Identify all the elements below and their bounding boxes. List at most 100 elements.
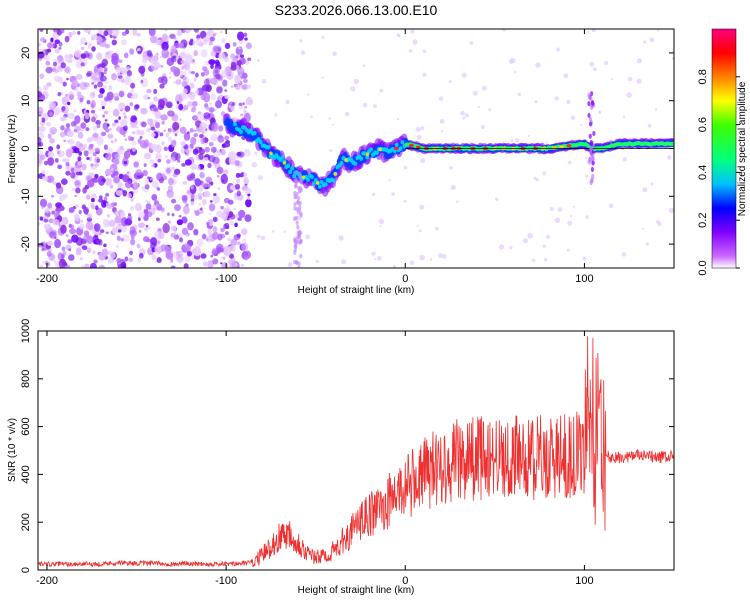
spectrogram-noise-blob [105, 128, 110, 133]
spectrogram-noise-blob [65, 234, 69, 238]
spectrogram-noise-blob [212, 226, 218, 233]
spectrogram-noise-blob [285, 99, 290, 105]
spectrogram-ridge-peak [333, 172, 337, 176]
spectrogram-streak [295, 207, 299, 212]
spectrogram-noise-blob [450, 184, 456, 191]
spectrogram-noise-blob [480, 125, 485, 129]
spectrogram-noise-blob [216, 210, 224, 218]
spectrogram-streak [589, 149, 593, 155]
spectrogram-noise-blob [535, 62, 541, 68]
spectrogram-noise-blob [68, 223, 72, 228]
spectrogram-noise-blob [176, 29, 183, 37]
spectrogram-noise-blob [68, 254, 75, 261]
spectrogram-noise-blob [178, 103, 184, 111]
spectrogram-noise-blob [509, 245, 513, 250]
spectrogram-noise-blob [527, 233, 533, 239]
spectrogram-ridge-mid [670, 141, 674, 147]
spectrogram-noise-blob [66, 77, 69, 81]
spectrogram-noise-blob [161, 141, 165, 146]
spectrogram-noise-blob [173, 168, 181, 175]
spectrogram-noise-blob [68, 94, 74, 101]
spectrogram-noise-blob [217, 96, 222, 101]
spectrogram-noise-blob [99, 87, 105, 94]
spectrogram-streak [592, 130, 596, 137]
spectrogram-noise-blob [96, 136, 104, 146]
spectrogram-noise-blob [123, 52, 129, 59]
spectrogram-noise-blob [202, 168, 206, 171]
spectrogram-noise-blob [70, 171, 76, 179]
spectrogram-noise-blob [622, 157, 627, 162]
spectrogram-noise-blob [373, 104, 377, 109]
spectrogram-noise-blob [167, 110, 175, 117]
spectrogram-noise-blob [130, 88, 135, 94]
spectrogram-noise-blob [247, 193, 251, 197]
spectrogram-noise-blob [51, 210, 56, 215]
spectrogram-noise-blob [143, 227, 149, 232]
spectrogram-noise-blob [123, 134, 126, 138]
spectrogram-noise-blob [131, 140, 137, 147]
spectrogram-noise-blob [243, 176, 249, 185]
spectrogram-noise-blob [54, 48, 60, 54]
spectrogram-noise-blob [362, 102, 368, 108]
spectrogram-noise-blob [226, 70, 234, 80]
spectrogram-noise-blob [93, 178, 99, 183]
spectrogram-noise-blob [67, 239, 73, 244]
spectrogram-noise-blob [175, 153, 181, 161]
spectrogram-noise-blob [172, 121, 180, 131]
spectrogram-noise-blob [109, 128, 112, 131]
spectrogram-noise-blob [86, 72, 92, 77]
spectrogram-noise-blob [147, 176, 150, 180]
spectrogram-noise-blob [554, 96, 559, 101]
spectrogram-streak [299, 211, 303, 216]
spectrogram-noise-blob [419, 254, 425, 261]
spectrogram-noise-blob [161, 33, 168, 41]
spectrogram-noise-blob [481, 85, 487, 91]
spectrogram-noise-blob [649, 37, 655, 43]
spectrogram-noise-blob [232, 42, 237, 47]
spectrogram-noise-blob [241, 242, 249, 252]
spectrogram-noise-blob [182, 205, 190, 215]
spectrogram-streak [587, 159, 591, 165]
spectrogram-noise-blob [85, 194, 91, 200]
spectrogram-noise-blob [234, 84, 241, 91]
spectrogram-noise-blob [207, 260, 214, 268]
spectrogram-noise-blob [213, 193, 217, 196]
spectrogram-streak [298, 189, 302, 194]
spectrogram-noise-blob [174, 204, 181, 211]
spectrogram-noise-blob [193, 133, 199, 138]
spectrogram-noise-blob [87, 179, 95, 188]
spectrogram-noise-blob [209, 223, 213, 227]
spectrogram-noise-blob [180, 73, 184, 78]
spectrogram-ridge-mid [286, 163, 291, 168]
spectrogram-noise-blob [137, 217, 141, 222]
spectrogram-noise-blob [126, 69, 132, 77]
spectrogram-noise-blob [114, 153, 121, 161]
colorbar-axis: 0.0 0.2 0.4 0.6 0.8 [697, 69, 740, 276]
spectrogram-noise-blob [91, 116, 96, 123]
spectrogram-noise-blob [91, 82, 95, 85]
spectrogram-noise-blob [176, 254, 184, 263]
spectrogram-noise-blob [438, 96, 444, 102]
spectrogram-noise-blob [171, 213, 175, 217]
spectrogram-noise-blob [165, 247, 172, 256]
spectrogram-streak [293, 184, 298, 189]
spectrogram-noise-blob [165, 101, 173, 109]
spectrogram-noise-blob [212, 195, 221, 204]
spectrogram-noise-blob [117, 229, 122, 233]
spectrogram-noise-blob [193, 29, 200, 33]
spectrogram-noise-blob [563, 73, 569, 79]
spectrogram-noise-blob [38, 125, 46, 133]
spectrogram-noise-blob [216, 246, 222, 253]
spectrogram-noise-blob [235, 172, 241, 179]
spectrogram-noise-blob [416, 224, 419, 227]
spectrogram-noise-blob [545, 234, 550, 239]
spectrogram-noise-blob [41, 175, 49, 182]
spectrogram-noise-blob [203, 190, 211, 198]
spectrogram-noise-blob [46, 48, 51, 53]
spectrogram-noise-blob [107, 214, 110, 218]
spectrogram-noise-blob [64, 66, 71, 74]
spectrogram-noise-blob [114, 138, 118, 143]
spectrogram-noise-blob [566, 99, 571, 105]
spectrogram-noise-blob [72, 30, 76, 36]
spectrogram-streak [296, 210, 301, 215]
